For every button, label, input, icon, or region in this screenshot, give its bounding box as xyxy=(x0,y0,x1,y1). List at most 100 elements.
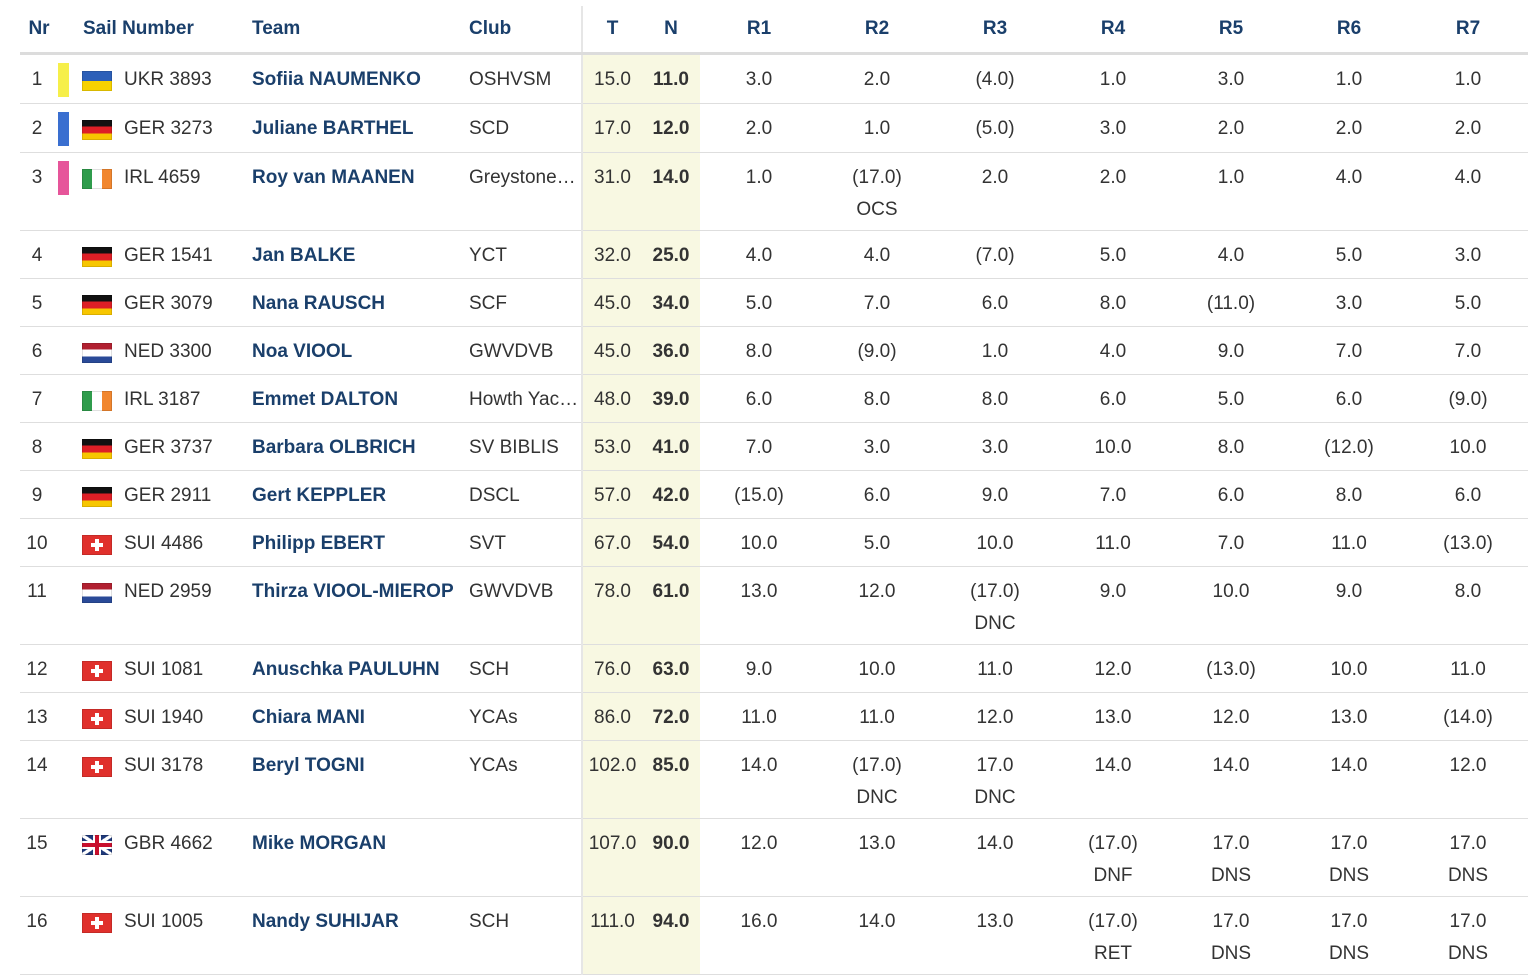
table-row[interactable]: 5 GER 3079 Nana RAUSCH SCF 45.0 34.0 5.0 7.0 6.0… xyxy=(20,278,1528,327)
race-points: 8.0 xyxy=(1099,293,1127,314)
race-points: 4.0 xyxy=(1217,245,1245,266)
table-row[interactable]: 15 GBR 4662 Mike MORGAN 107.0 90.0 12.0 13.0 14… xyxy=(20,818,1528,897)
table-row[interactable]: 3 IRL 4659 Roy van MAANEN Greystones Sailin… xyxy=(20,152,1528,231)
team-link[interactable]: Nana RAUSCH xyxy=(252,293,386,314)
sail-number: NED 2959 xyxy=(124,581,212,602)
race-score-r3: 6.0 xyxy=(936,278,1054,327)
race-score-r6: 9.0 xyxy=(1290,566,1408,645)
race-points: (12.0) xyxy=(1324,437,1374,458)
podium-marker-cell xyxy=(58,740,82,819)
header-net[interactable]: N xyxy=(642,6,700,55)
team-link[interactable]: Mike MORGAN xyxy=(252,833,387,854)
sail-number-cell: GER 3079 xyxy=(82,278,252,327)
table-row[interactable]: 2 GER 3273 Juliane BARTHEL SCD 17.0 12.0 2.0 1.… xyxy=(20,103,1528,153)
team-link[interactable]: Barbara OLBRICH xyxy=(252,437,416,458)
table-row[interactable]: 16 SUI 1005 Nandy SUHIJAR SCH 111.0 94.0 16.0 1… xyxy=(20,896,1528,975)
race-score-r7: 4.0 xyxy=(1408,152,1528,231)
header-r5[interactable]: R5 xyxy=(1172,6,1290,55)
header-r1[interactable]: R1 xyxy=(700,6,818,55)
race-points: 5.0 xyxy=(1454,293,1482,314)
race-score-r5: 3.0 xyxy=(1172,53,1290,104)
table-row[interactable]: 12 SUI 1081 Anuschka PAULUHN SCH 76.0 63.0 9.0… xyxy=(20,644,1528,693)
podium-marker-cell xyxy=(58,422,82,471)
race-score-r4: 13.0 xyxy=(1054,692,1172,741)
table-row[interactable]: 11 NED 2959 Thirza VIOOL-MIEROP GWVDVB 78.0 6… xyxy=(20,566,1528,645)
penalty-code: OCS xyxy=(856,199,898,220)
header-team[interactable]: Team xyxy=(252,6,469,55)
team-link[interactable]: Thirza VIOOL-MIEROP xyxy=(252,581,454,602)
net-points: 42.0 xyxy=(642,470,700,519)
header-r6[interactable]: R6 xyxy=(1290,6,1408,55)
header-sail-number[interactable]: Sail Number xyxy=(58,6,252,55)
race-points: (17.0) xyxy=(1088,911,1138,932)
table-row[interactable]: 6 NED 3300 Noa VIOOL GWVDVB 45.0 36.0 8.0 (9.0)… xyxy=(20,326,1528,375)
team-link[interactable]: Chiara MANI xyxy=(252,707,365,728)
table-row[interactable]: 14 SUI 3178 Beryl TOGNI YCAs 102.0 85.0 14.0 (1… xyxy=(20,740,1528,819)
table-row[interactable]: 10 SUI 4486 Philipp EBERT SVT 67.0 54.0 10.0 5.… xyxy=(20,518,1528,567)
podium-color-bar xyxy=(58,63,69,97)
race-points: 5.0 xyxy=(1217,389,1245,410)
race-score-r6: 5.0 xyxy=(1290,230,1408,279)
podium-marker-cell xyxy=(58,818,82,897)
header-r7[interactable]: R7 xyxy=(1408,6,1528,55)
team-link[interactable]: Noa VIOOL xyxy=(252,341,353,362)
race-points: 1.0 xyxy=(1454,69,1482,90)
penalty-code: DNS xyxy=(1328,865,1370,886)
club-name: YCAs xyxy=(469,692,582,741)
race-points: 2.0 xyxy=(981,167,1009,188)
race-points: 10.0 xyxy=(976,533,1014,554)
table-row[interactable]: 4 GER 1541 Jan BALKE YCT 32.0 25.0 4.0 4.0 (7.0)… xyxy=(20,230,1528,279)
header-r4[interactable]: R4 xyxy=(1054,6,1172,55)
race-score-r7: (14.0) xyxy=(1408,692,1528,741)
club-name: SCH xyxy=(469,644,582,693)
podium-marker-cell xyxy=(58,692,82,741)
race-points: 6.0 xyxy=(981,293,1009,314)
table-row[interactable]: 13 SUI 1940 Chiara MANI YCAs 86.0 72.0 11.0 11.… xyxy=(20,692,1528,741)
penalty-code: DNC xyxy=(856,787,898,808)
race-points: 17.0 xyxy=(1330,911,1368,932)
net-points: 34.0 xyxy=(642,278,700,327)
header-r3[interactable]: R3 xyxy=(936,6,1054,55)
race-score-r2: 13.0 xyxy=(818,818,936,897)
table-row[interactable]: 1 UKR 3893 Sofiia NAUMENKO OSHVSM 15.0 11.0 3.… xyxy=(20,53,1528,104)
table-row[interactable]: 7 IRL 3187 Emmet DALTON Howth Yacht Club48.… xyxy=(20,374,1528,423)
club-name: YCAs xyxy=(469,740,582,819)
race-points: 7.0 xyxy=(1099,485,1127,506)
race-score-r5: 7.0 xyxy=(1172,518,1290,567)
race-score-r5: (11.0) xyxy=(1172,278,1290,327)
team-link[interactable]: Philipp EBERT xyxy=(252,533,385,554)
table-row[interactable]: 9 GER 2911 Gert KEPPLER DSCL 57.0 42.0 (15.0) 6… xyxy=(20,470,1528,519)
gbr-flag-icon xyxy=(82,835,112,855)
team-link[interactable]: Jan BALKE xyxy=(252,245,356,266)
header-r2[interactable]: R2 xyxy=(818,6,936,55)
race-points: 4.0 xyxy=(863,245,891,266)
net-points: 90.0 xyxy=(642,818,700,897)
race-score-r4: 10.0 xyxy=(1054,422,1172,471)
header-total[interactable]: T xyxy=(581,6,642,55)
podium-color-bar xyxy=(58,112,69,146)
table-row[interactable]: 8 GER 3737 Barbara OLBRICH SV BIBLIS 53.0 41.… xyxy=(20,422,1528,471)
team-link[interactable]: Nandy SUHIJAR xyxy=(252,911,399,932)
team-link[interactable]: Roy van MAANEN xyxy=(252,167,415,188)
race-points: 6.0 xyxy=(745,389,773,410)
club-name: DSCL xyxy=(469,470,582,519)
podium-marker-cell xyxy=(58,103,82,153)
race-points: 11.0 xyxy=(1450,659,1486,680)
team-link[interactable]: Juliane BARTHEL xyxy=(252,118,414,139)
race-score-r2: (9.0) xyxy=(818,326,936,375)
header-nr[interactable]: Nr xyxy=(20,6,58,55)
team-cell: Barbara OLBRICH xyxy=(252,422,469,471)
header-club[interactable]: Club xyxy=(469,6,582,55)
podium-marker-cell xyxy=(58,230,82,279)
team-link[interactable]: Gert KEPPLER xyxy=(252,485,387,506)
team-link[interactable]: Emmet DALTON xyxy=(252,389,399,410)
race-points: 3.0 xyxy=(745,69,773,90)
race-score-r6: 17.0 DNS xyxy=(1290,896,1408,975)
rank-number: 13 xyxy=(20,692,58,741)
team-link[interactable]: Beryl TOGNI xyxy=(252,755,365,776)
team-link[interactable]: Anuschka PAULUHN xyxy=(252,659,440,680)
race-score-r1: 5.0 xyxy=(700,278,818,327)
race-points: 6.0 xyxy=(1217,485,1245,506)
team-link[interactable]: Sofiia NAUMENKO xyxy=(252,69,421,90)
race-points: (9.0) xyxy=(1448,389,1488,410)
